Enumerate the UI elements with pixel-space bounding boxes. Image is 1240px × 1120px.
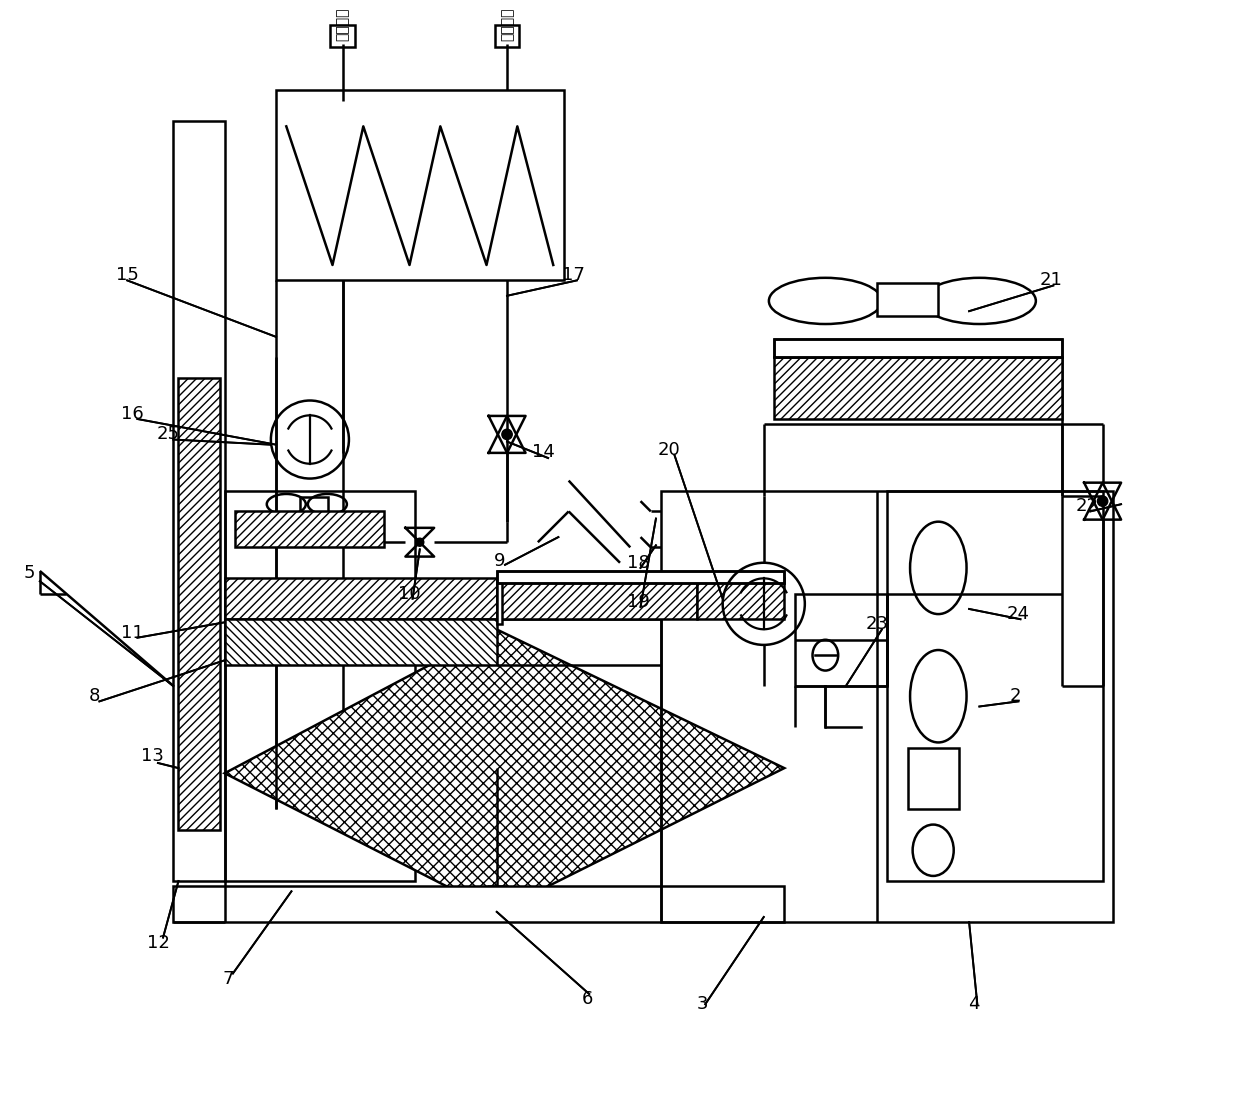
Text: 4: 4 [968,996,980,1014]
Bar [179,377,219,830]
Text: 21: 21 [1040,271,1063,289]
Text: 17: 17 [563,267,585,284]
Text: 23: 23 [866,615,888,633]
Bar [277,91,563,280]
Bar [234,512,384,548]
Bar [774,339,1061,357]
Text: 6: 6 [582,990,593,1008]
Bar [224,491,414,881]
Text: 16: 16 [120,404,144,423]
Bar [908,747,959,809]
Text: 9: 9 [494,552,506,570]
Bar [224,619,497,665]
Text: 7: 7 [222,970,233,988]
Bar [795,594,887,685]
Text: 5: 5 [24,564,35,582]
Bar [174,886,784,922]
Text: 13: 13 [141,747,164,765]
Bar [497,578,502,624]
Text: 24: 24 [1007,605,1030,623]
Text: 热水出口: 热水出口 [500,8,515,41]
Bar [877,283,939,316]
Circle shape [415,539,424,547]
Bar [774,339,1061,357]
Text: 15: 15 [115,267,139,284]
Text: 8: 8 [88,688,100,706]
Bar [774,357,1061,419]
Text: 3: 3 [697,996,708,1014]
Bar [887,491,1102,881]
Circle shape [502,429,512,439]
Text: 25: 25 [156,426,180,444]
Text: 20: 20 [658,441,681,459]
Circle shape [1097,496,1107,506]
Bar [330,25,355,47]
Bar [661,491,1112,922]
Bar [497,571,784,584]
Bar [174,121,224,881]
Bar [497,571,784,584]
Bar [300,497,329,515]
Text: 12: 12 [146,934,170,952]
Bar [495,25,520,47]
Text: 11: 11 [120,624,144,642]
Bar [697,578,784,619]
Text: 18: 18 [627,553,650,571]
Text: 2: 2 [1009,688,1021,706]
Text: 14: 14 [532,442,554,460]
Polygon shape [224,629,784,912]
Bar [497,578,697,619]
Text: 10: 10 [398,585,420,603]
Text: 19: 19 [627,592,650,610]
Text: 冷水进口: 冷水进口 [336,8,350,41]
Bar [224,578,497,619]
Text: 22: 22 [1075,497,1099,515]
